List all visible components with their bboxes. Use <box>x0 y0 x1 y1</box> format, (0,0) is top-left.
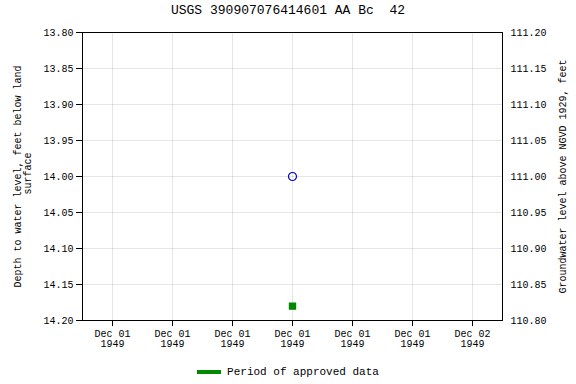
svg-text:110.80: 110.80 <box>511 316 547 327</box>
svg-text:110.95: 110.95 <box>511 208 547 219</box>
svg-text:14.15: 14.15 <box>43 280 73 291</box>
svg-text:14.00: 14.00 <box>43 172 73 183</box>
svg-text:111.00: 111.00 <box>511 172 547 183</box>
svg-text:111.20: 111.20 <box>511 28 547 39</box>
svg-text:Groundwater level above NGVD 1: Groundwater level above NGVD 1929, feet <box>558 59 569 293</box>
html-text:USGS 390907076414601 AA Bc 42: USGS 390907076414601 AA Bc 42 <box>171 3 405 18</box>
svg-text:13.80: 13.80 <box>43 28 73 39</box>
svg-text:14.20: 14.20 <box>43 316 73 327</box>
svg-text:111.05: 111.05 <box>511 136 547 147</box>
svg-text:13.95: 13.95 <box>43 136 73 147</box>
svg-text:Dec 021949: Dec 021949 <box>454 329 490 350</box>
svg-text:Dec 011949: Dec 011949 <box>334 329 370 350</box>
svg-text:14.05: 14.05 <box>43 208 73 219</box>
svg-text:Dec 011949: Dec 011949 <box>274 329 310 350</box>
svg-text:Dec 011949: Dec 011949 <box>394 329 430 350</box>
html-text:Period of approved data: Period of approved data <box>227 366 379 378</box>
svg-text:Dec 011949: Dec 011949 <box>154 329 190 350</box>
svg-text:13.85: 13.85 <box>43 64 73 75</box>
svg-text:Depth to water level, feet bel: Depth to water level, feet below land su… <box>13 65 34 287</box>
svg-text:110.85: 110.85 <box>511 280 547 291</box>
svg-text:14.10: 14.10 <box>43 244 73 255</box>
svg-text:110.90: 110.90 <box>511 244 547 255</box>
svg-text:13.90: 13.90 <box>43 100 73 111</box>
svg-text:111.15: 111.15 <box>511 64 547 75</box>
svg-text:Dec 011949: Dec 011949 <box>214 329 250 350</box>
svg-text:Dec 011949: Dec 011949 <box>94 329 130 350</box>
svg-text:111.10: 111.10 <box>511 100 547 111</box>
